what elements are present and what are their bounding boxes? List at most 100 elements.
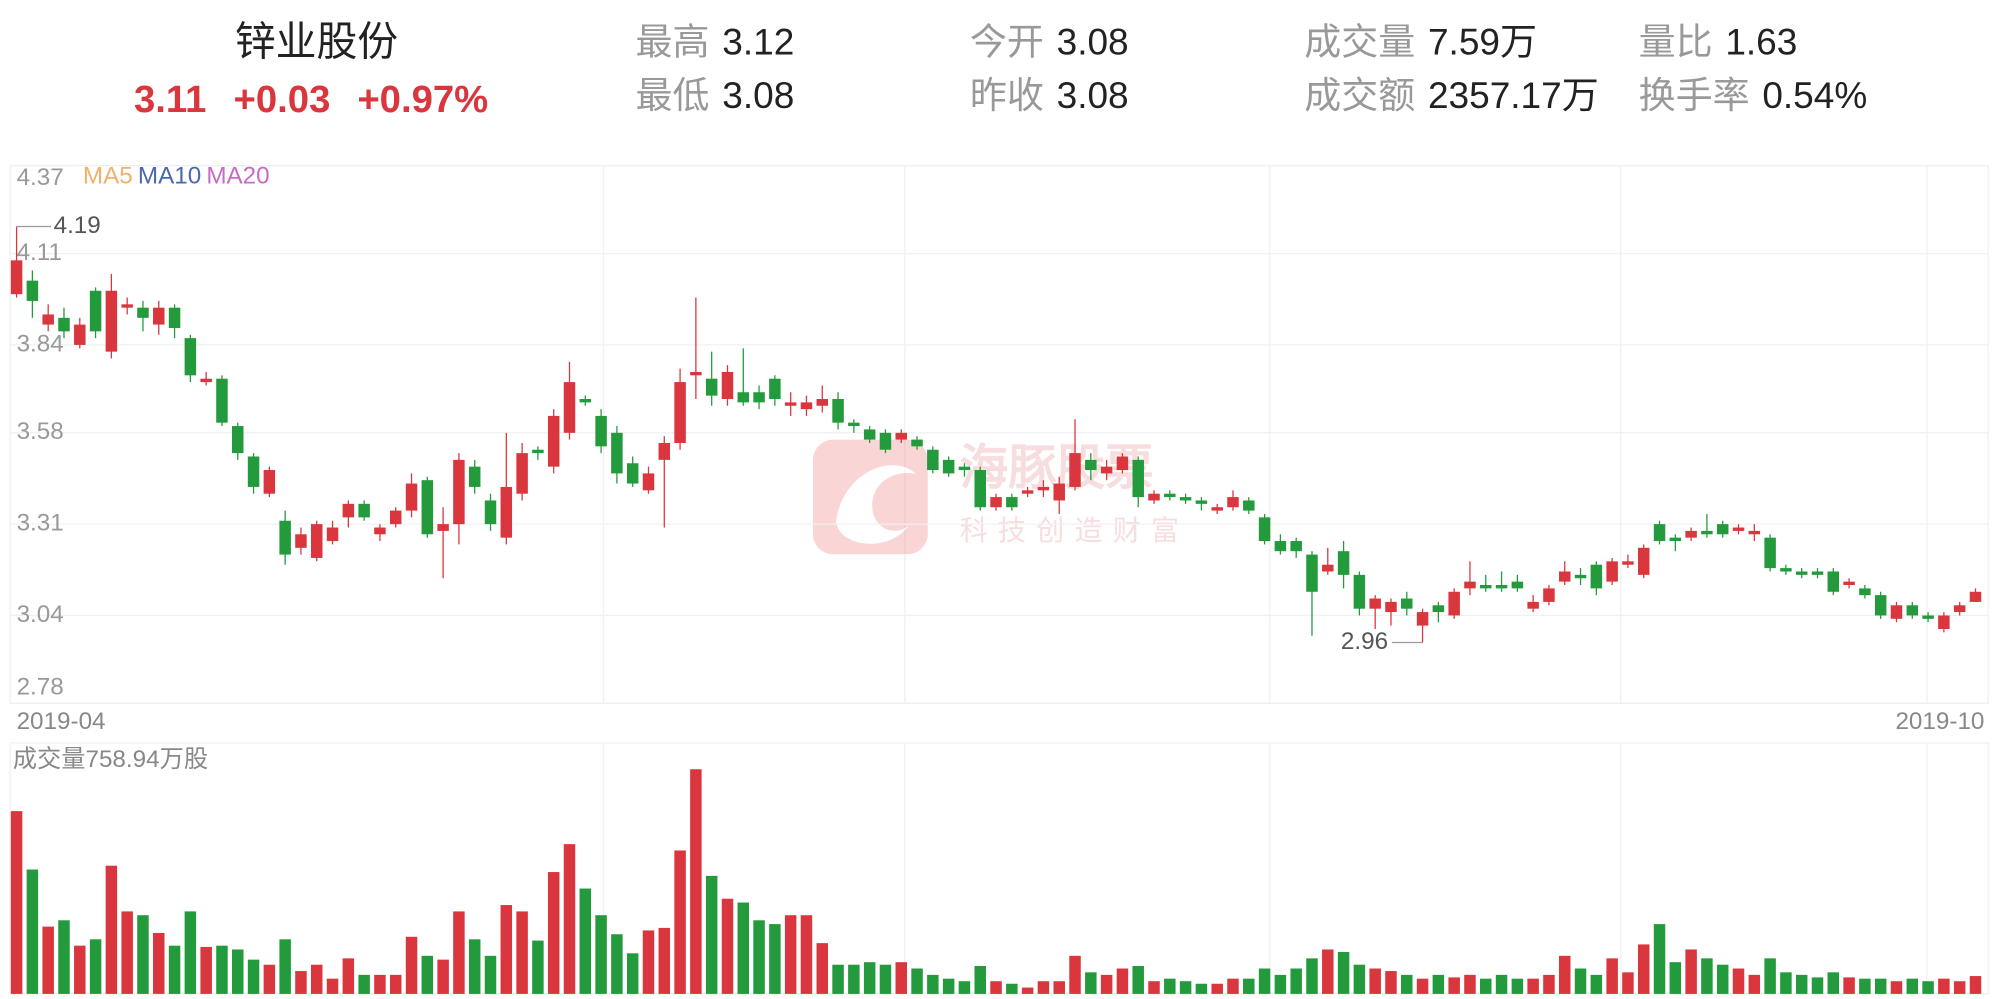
candle-body	[1606, 561, 1618, 582]
candle-body	[1843, 581, 1855, 586]
candle-body	[516, 453, 528, 494]
candle-body	[26, 280, 39, 301]
watermark-slogan: 科技创造财富	[960, 515, 1190, 546]
stock-name: 锌业股份	[235, 18, 398, 64]
candle-body	[1274, 541, 1287, 552]
change: +0.03	[234, 78, 331, 121]
volume-bar	[58, 920, 70, 994]
volume-bar	[1590, 974, 1603, 994]
candle-body	[1069, 453, 1081, 487]
volume-bar	[1495, 974, 1508, 994]
price: 3.11	[134, 78, 206, 121]
volume-bar	[1874, 978, 1887, 994]
volume-bar	[721, 898, 734, 994]
volume-bar	[405, 936, 418, 994]
candle-body	[1685, 530, 1697, 538]
stat-value: 1.63	[1725, 21, 1797, 62]
volume-bar	[500, 905, 513, 994]
volume-bar	[942, 978, 955, 994]
volume-bar	[89, 939, 102, 994]
volume-bar	[532, 940, 544, 994]
volume-bar	[611, 934, 623, 994]
candle-body	[389, 510, 402, 525]
volume-bar	[674, 850, 686, 994]
stat-value: 0.54%	[1762, 75, 1867, 116]
candle-body	[1748, 530, 1761, 535]
candle-body	[374, 527, 386, 535]
candle-body	[895, 432, 907, 440]
y-tick-label: 3.04	[17, 601, 64, 628]
stat-value: 3.08	[1057, 21, 1129, 62]
candle-body	[1195, 500, 1208, 504]
candle-body	[1369, 598, 1381, 609]
volume-bar	[974, 965, 986, 994]
volume-bar	[816, 943, 829, 994]
x-end-label: 2019-10	[1895, 708, 1984, 735]
candle-body	[1938, 615, 1950, 629]
candle-body	[1179, 497, 1192, 501]
volume-bar	[848, 964, 860, 994]
candle-body	[168, 307, 181, 328]
x-start-label: 2019-04	[17, 708, 106, 735]
volume-bar	[1401, 974, 1413, 994]
volume-bar	[10, 811, 23, 994]
volume-bar	[1969, 976, 1982, 994]
candle-body	[626, 463, 639, 484]
volume-bar	[484, 955, 497, 994]
volume-bar	[879, 964, 892, 994]
volume-bar	[342, 958, 355, 994]
candle-body	[911, 439, 923, 447]
volume-bar	[1448, 977, 1460, 994]
candle-body	[1227, 497, 1239, 508]
volume-bar	[1416, 978, 1429, 994]
candle-body	[1495, 585, 1508, 589]
volume-bar	[200, 946, 212, 994]
volume-bar	[1559, 955, 1571, 994]
candle-body	[1037, 486, 1050, 491]
stat-label: 最低	[636, 75, 710, 116]
volume-bar	[690, 769, 702, 994]
stat-label: 最高	[636, 21, 710, 62]
volume-bar	[1021, 987, 1034, 994]
stat-label: 昨收	[970, 75, 1044, 116]
candle-body	[1716, 524, 1729, 535]
volume-bar	[642, 930, 655, 994]
candle-body	[1859, 588, 1871, 596]
volume-bar	[911, 968, 923, 994]
volume-bar	[1953, 981, 1966, 994]
volume-bar	[279, 939, 291, 994]
volume-bar	[1511, 978, 1524, 994]
volume-bar	[737, 902, 750, 994]
volume-bar	[1211, 983, 1223, 994]
volume-bar	[421, 955, 434, 994]
volume-bar	[1716, 964, 1729, 994]
volume-bar	[1480, 978, 1492, 994]
volume-bar	[74, 945, 86, 994]
volume-bar	[1006, 983, 1018, 994]
candle-body	[1890, 605, 1903, 619]
volume-bar	[1906, 978, 1919, 994]
volume-bar	[595, 915, 607, 994]
candle-body	[437, 524, 449, 531]
candle-body	[500, 486, 513, 538]
candle-body	[1432, 605, 1445, 613]
candle-body	[769, 378, 781, 400]
candle-body	[1969, 591, 1982, 602]
volume-bar	[895, 962, 907, 994]
volume-bar	[863, 962, 876, 994]
candle-body	[121, 304, 133, 308]
volume-bar	[1890, 981, 1903, 994]
candle-body	[800, 402, 813, 410]
stat-label: 成交量	[1304, 21, 1415, 62]
candle-body	[1100, 466, 1113, 474]
candle-body	[216, 378, 228, 423]
candle-body	[1559, 571, 1571, 582]
y-tick-label: 3.58	[17, 418, 64, 445]
candle-body	[1148, 493, 1160, 501]
volume-bar	[784, 915, 797, 994]
candle-body	[1448, 591, 1460, 616]
candle-body	[1701, 530, 1713, 535]
candle-body	[848, 422, 860, 427]
volume-bar	[579, 888, 592, 994]
